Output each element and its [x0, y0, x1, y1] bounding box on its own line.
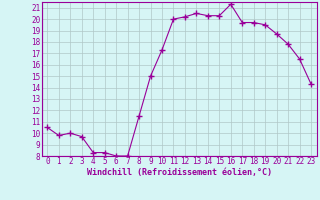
- X-axis label: Windchill (Refroidissement éolien,°C): Windchill (Refroidissement éolien,°C): [87, 168, 272, 177]
